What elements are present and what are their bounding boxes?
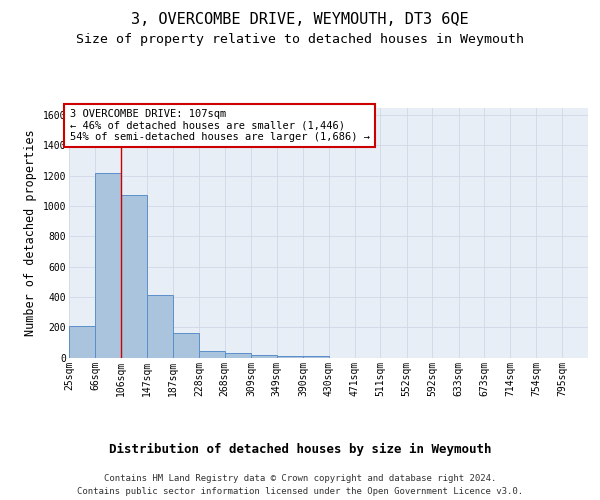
Text: Contains public sector information licensed under the Open Government Licence v3: Contains public sector information licen…: [77, 488, 523, 496]
Bar: [224, 354, 251, 358]
Bar: [199, 350, 224, 358]
Bar: [277, 356, 303, 358]
Bar: [147, 296, 173, 358]
Bar: [303, 356, 329, 358]
Bar: [69, 326, 95, 358]
Bar: [121, 196, 147, 358]
Text: 3, OVERCOMBE DRIVE, WEYMOUTH, DT3 6QE: 3, OVERCOMBE DRIVE, WEYMOUTH, DT3 6QE: [131, 12, 469, 28]
Bar: [173, 334, 199, 357]
Text: Size of property relative to detached houses in Weymouth: Size of property relative to detached ho…: [76, 34, 524, 46]
Text: 3 OVERCOMBE DRIVE: 107sqm
← 46% of detached houses are smaller (1,446)
54% of se: 3 OVERCOMBE DRIVE: 107sqm ← 46% of detac…: [70, 109, 370, 142]
Bar: [251, 355, 277, 358]
Text: Contains HM Land Registry data © Crown copyright and database right 2024.: Contains HM Land Registry data © Crown c…: [104, 474, 496, 483]
Bar: [95, 174, 121, 358]
Text: Distribution of detached houses by size in Weymouth: Distribution of detached houses by size …: [109, 442, 491, 456]
Y-axis label: Number of detached properties: Number of detached properties: [24, 129, 37, 336]
